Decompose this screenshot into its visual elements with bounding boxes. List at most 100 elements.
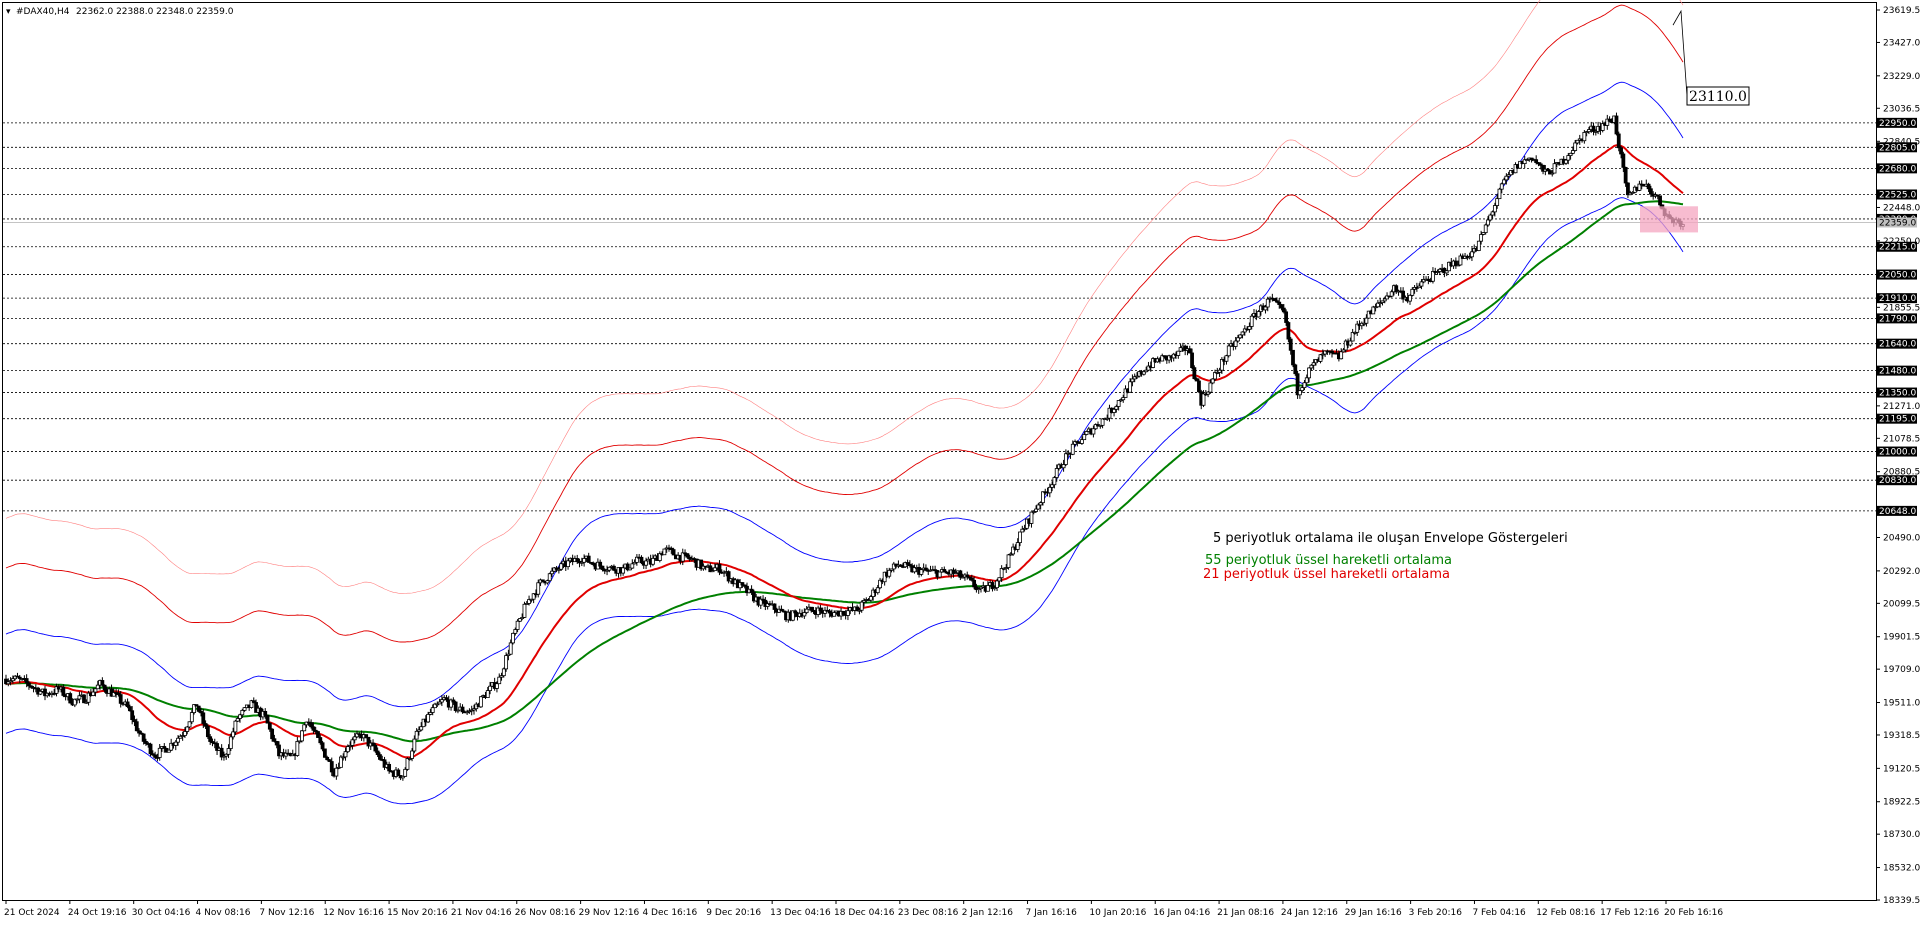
candle[interactable]: [497, 673, 502, 685]
ema21-line[interactable]: [5, 144, 1684, 759]
candle[interactable]: [657, 551, 662, 563]
candle[interactable]: [1548, 169, 1552, 175]
candle[interactable]: [742, 584, 747, 589]
candle[interactable]: [685, 553, 690, 559]
level-price-box[interactable]: [1877, 117, 1917, 128]
candle[interactable]: [662, 548, 667, 556]
candle[interactable]: [554, 565, 559, 573]
level-price-box[interactable]: [1877, 446, 1917, 457]
candle[interactable]: [712, 563, 717, 572]
candle[interactable]: [1447, 261, 1451, 272]
candle[interactable]: [953, 568, 958, 575]
candle[interactable]: [1029, 511, 1034, 528]
candle[interactable]: [430, 704, 435, 716]
candle[interactable]: [1470, 247, 1474, 262]
candle[interactable]: [1373, 303, 1378, 312]
candle[interactable]: [1116, 400, 1121, 411]
candle[interactable]: [924, 564, 928, 572]
candle[interactable]: [1135, 372, 1139, 379]
candle[interactable]: [1178, 343, 1183, 352]
candle[interactable]: [621, 564, 626, 576]
candle[interactable]: [1265, 296, 1270, 312]
candle[interactable]: [355, 730, 359, 739]
candle[interactable]: [1151, 357, 1155, 369]
candle[interactable]: [1293, 363, 1298, 376]
candle[interactable]: [1277, 297, 1282, 309]
candle[interactable]: [166, 749, 171, 753]
candle[interactable]: [937, 571, 942, 578]
candle[interactable]: [84, 699, 89, 704]
candle[interactable]: [591, 561, 596, 567]
candle[interactable]: [141, 733, 146, 745]
candle[interactable]: [644, 557, 648, 570]
candle[interactable]: [318, 734, 323, 745]
candle[interactable]: [366, 736, 371, 749]
candle[interactable]: [8, 677, 13, 686]
candle[interactable]: [1004, 564, 1009, 574]
candle[interactable]: [790, 610, 795, 622]
candle[interactable]: [708, 562, 713, 573]
candle[interactable]: [1419, 279, 1424, 290]
candle[interactable]: [1584, 130, 1589, 137]
candle[interactable]: [1525, 158, 1529, 161]
candle[interactable]: [1006, 553, 1011, 570]
candle[interactable]: [118, 691, 123, 708]
candle[interactable]: [428, 708, 433, 716]
candle[interactable]: [1307, 367, 1311, 383]
candle[interactable]: [17, 674, 22, 683]
candle[interactable]: [373, 743, 378, 753]
candle[interactable]: [513, 627, 518, 636]
candle[interactable]: [995, 578, 999, 591]
level-price-box[interactable]: [1877, 365, 1917, 376]
candle[interactable]: [417, 726, 421, 736]
candle[interactable]: [582, 554, 587, 567]
candle[interactable]: [270, 728, 275, 742]
candle[interactable]: [751, 589, 756, 604]
candle[interactable]: [272, 734, 277, 743]
candle[interactable]: [1018, 531, 1022, 547]
candle[interactable]: [1619, 146, 1623, 159]
level-price-box[interactable]: [1877, 142, 1917, 153]
candle[interactable]: [1492, 202, 1497, 217]
candle[interactable]: [1341, 348, 1346, 353]
candle[interactable]: [1486, 216, 1490, 227]
candle[interactable]: [1534, 155, 1539, 165]
candle[interactable]: [1616, 131, 1621, 152]
candle[interactable]: [804, 605, 809, 615]
candle[interactable]: [235, 716, 240, 723]
candle[interactable]: [433, 702, 437, 709]
candle[interactable]: [1431, 267, 1435, 284]
candle[interactable]: [1034, 505, 1038, 513]
candle[interactable]: [93, 688, 98, 697]
candle[interactable]: [277, 741, 281, 759]
price-axis[interactable]: 23619.523427.023229.023036.522840.522448…: [1876, 6, 1920, 906]
candle[interactable]: [421, 718, 426, 728]
candle[interactable]: [52, 689, 57, 696]
candle[interactable]: [740, 582, 745, 588]
candle[interactable]: [6, 678, 11, 687]
level-price-box[interactable]: [1877, 293, 1917, 304]
candle[interactable]: [898, 563, 903, 567]
candle[interactable]: [823, 606, 827, 618]
candle[interactable]: [1538, 162, 1543, 170]
level-price-box[interactable]: [1877, 475, 1917, 486]
candle[interactable]: [1286, 321, 1291, 343]
candle[interactable]: [566, 558, 570, 570]
candle[interactable]: [297, 740, 302, 744]
candle[interactable]: [311, 722, 316, 734]
candle[interactable]: [1600, 120, 1605, 133]
candle[interactable]: [437, 698, 442, 705]
candle[interactable]: [148, 742, 153, 757]
candle[interactable]: [27, 681, 31, 690]
candle[interactable]: [495, 681, 499, 693]
candle[interactable]: [1488, 213, 1493, 222]
candle[interactable]: [862, 598, 866, 607]
collapse-arrow-icon[interactable]: ▾: [6, 7, 11, 17]
candle[interactable]: [1364, 314, 1369, 327]
candle[interactable]: [185, 726, 190, 735]
candle[interactable]: [1552, 159, 1557, 174]
candle[interactable]: [887, 567, 892, 579]
candle[interactable]: [1421, 275, 1426, 284]
candle[interactable]: [1249, 313, 1254, 330]
